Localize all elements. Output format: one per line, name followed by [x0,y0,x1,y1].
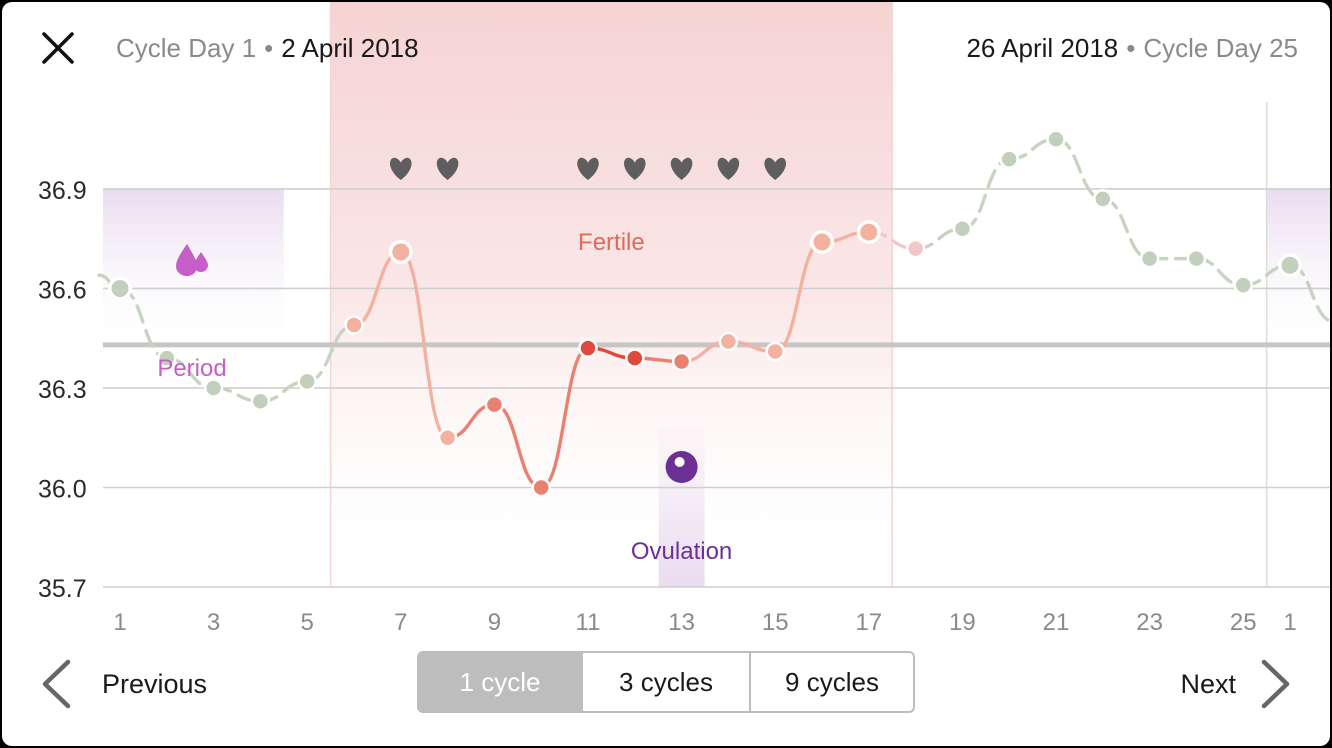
x-tick-label: 11 [576,609,601,636]
temperature-point [344,315,364,335]
segment-3-cycles[interactable]: 3 cycles [581,653,749,711]
temperature-point [860,223,878,241]
x-tick-label: 1 [1283,609,1296,636]
temperature-point [952,219,973,239]
temperature-point [718,331,739,352]
start-date-label: Cycle Day 1 • 2 April 2018 [116,30,419,66]
y-tick-label: 35.7 [38,575,87,603]
chevron-left-icon [42,659,71,709]
temperature-point [1093,189,1113,209]
ovulation-label: Ovulation [631,538,732,565]
x-tick-label: 23 [1136,609,1163,636]
next-label: Next [1180,668,1236,699]
x-tick-label: 5 [301,609,314,636]
x-tick-label: 15 [762,609,789,636]
heart-icon [670,157,693,180]
y-tick-label: 36.6 [38,276,87,304]
x-tick-label: 17 [855,609,882,636]
temperature-point [297,371,317,392]
temperature-line-segment [1054,137,1105,201]
drops-icon [176,244,208,276]
start-cycle-day: Cycle Day 1 [116,33,257,63]
temperature-point [1233,275,1253,295]
chevron-right-icon [1261,659,1290,709]
x-tick-label: 25 [1230,609,1257,636]
x-tick-label: 21 [1043,609,1070,636]
x-tick-label: 1 [113,609,126,636]
temperature-point [250,391,271,411]
temperature-point [203,378,224,398]
temperature-point [813,233,831,251]
x-tick-label: 3 [207,609,220,636]
heart-icon [390,157,412,180]
bottom-controls: Previous 1 cycle 3 cycles 9 cycles Next [2,642,1330,722]
x-tick-label: 9 [488,609,501,636]
fertile-label: Fertile [578,229,645,256]
separator-dot: • [1126,33,1136,63]
temperature-line-segment [960,157,1011,231]
start-date: 2 April 2018 [281,33,419,63]
temperature-point [1046,129,1066,149]
temperature-point [671,351,692,372]
temperature-point [157,348,177,368]
close-button[interactable] [40,30,76,66]
segment-9-cycles[interactable]: 9 cycles [749,653,913,711]
temperature-point [765,341,785,362]
heart-icon [717,157,740,180]
y-tick-label: 36.9 [38,177,87,205]
temperature-point [392,243,410,261]
close-icon [42,32,74,64]
temperature-point [1186,248,1207,269]
egg-icon-highlight [674,457,685,467]
heart-icon [436,157,459,180]
temperature-point [1281,256,1299,274]
temperature-point [531,477,551,498]
temperature-point [111,279,129,297]
temperature-point [578,338,598,358]
temperature-point [905,238,926,259]
end-cycle-day: Cycle Day 25 [1143,33,1298,63]
y-tick-label: 36.3 [38,376,87,404]
temperature-point [437,427,458,448]
egg-icon [665,451,698,483]
next-period-band [1266,188,1330,359]
x-tick-label: 19 [949,609,976,636]
temperature-point [484,394,505,415]
previous-label: Previous [102,668,208,699]
end-date: 26 April 2018 [966,33,1119,63]
x-tick-label: 13 [668,609,695,636]
y-tick-label: 36.0 [38,475,87,503]
temperature-point [999,149,1019,169]
cycle-range-selector: 1 cycle 3 cycles 9 cycles [417,651,915,713]
temperature-chart: 36.936.636.336.035.71 3 5 7 9 11 13 15 17 19 21 23 2… [38,2,1330,636]
top-bar: Cycle Day 1 • 2 April 2018 26 April 2018 • C… [2,2,1330,92]
end-date-label: 26 April 2018 • Cycle Day 25 [966,30,1298,66]
x-tick-label: 7 [394,609,407,636]
temperature-point [1139,248,1160,269]
temperature-line-segment [97,273,122,291]
heart-icon [624,157,646,180]
period-label: Period [157,355,226,382]
previous-button[interactable]: Previous [40,656,207,712]
temperature-line-segment [1101,197,1152,261]
segment-1-cycle[interactable]: 1 cycle [419,653,581,711]
heart-icon [764,157,786,180]
separator-dot: • [264,33,274,63]
heart-icon [577,157,599,180]
next-button[interactable]: Next [1180,656,1292,712]
temperature-point [625,348,645,368]
